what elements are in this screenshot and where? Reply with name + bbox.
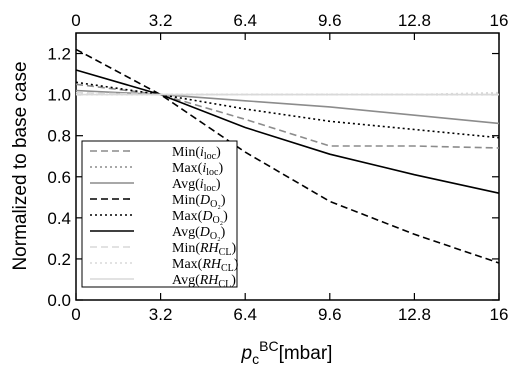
x-tick-label: 12.8 bbox=[398, 305, 431, 324]
legend-label: Avg(DO₂) bbox=[172, 225, 226, 242]
legend-label: Max(RHCL) bbox=[172, 257, 239, 274]
top-tick-label: 0 bbox=[71, 11, 80, 30]
top-tick-label: 3.2 bbox=[149, 11, 173, 30]
x-axis-label: pcBC[mbar] bbox=[241, 338, 333, 367]
y-tick-label: 0.0 bbox=[47, 291, 71, 310]
x-tick-label: 16 bbox=[490, 305, 509, 324]
legend-label: Max(DO₂) bbox=[172, 209, 228, 226]
top-tick-label: 16 bbox=[490, 11, 509, 30]
y-tick-label: 0.2 bbox=[47, 250, 71, 269]
series-line bbox=[75, 81, 500, 139]
legend-box bbox=[81, 140, 238, 288]
x-tick-label: 6.4 bbox=[233, 305, 257, 324]
y-axis-label: Normalized to base case bbox=[10, 61, 31, 270]
top-tick-label: 9.6 bbox=[318, 11, 342, 30]
x-tick-label: 9.6 bbox=[318, 305, 342, 324]
y-tick-label: 1.0 bbox=[47, 86, 71, 105]
x-tick-label: 0 bbox=[71, 305, 80, 324]
plot-frame bbox=[75, 32, 500, 301]
y-tick-label: 0.8 bbox=[47, 127, 71, 146]
series-line bbox=[75, 89, 500, 125]
ticks-layer: 0 0 3.2 3.2 6.4 6.4 9.6 9.6 12.8 12.8 16 16 0.0 0.2 0.… bbox=[47, 11, 508, 324]
y-tick-label: 0.6 bbox=[47, 168, 71, 187]
series-line bbox=[75, 48, 500, 264]
legend-label: Max(iloc) bbox=[172, 161, 223, 178]
y-tick-label: 1.2 bbox=[47, 45, 71, 64]
legend-label: Avg(RHCL) bbox=[172, 273, 236, 290]
series-line bbox=[75, 69, 500, 194]
legend-label: Avg(iloc) bbox=[172, 177, 221, 194]
legend-label: Min(DO₂) bbox=[172, 193, 226, 210]
legend-label: Min(RHCL) bbox=[172, 241, 236, 258]
legend: Min(iloc)Max(iloc)Avg(iloc)Min(DO₂)Max(D… bbox=[90, 145, 239, 290]
top-tick-label: 6.4 bbox=[233, 11, 257, 30]
top-tick-label: 12.8 bbox=[398, 11, 431, 30]
series-layer bbox=[75, 48, 500, 264]
y-tick-label: 0.4 bbox=[47, 209, 71, 228]
legend-label: Min(iloc) bbox=[172, 145, 221, 162]
x-tick-label: 3.2 bbox=[149, 305, 173, 324]
